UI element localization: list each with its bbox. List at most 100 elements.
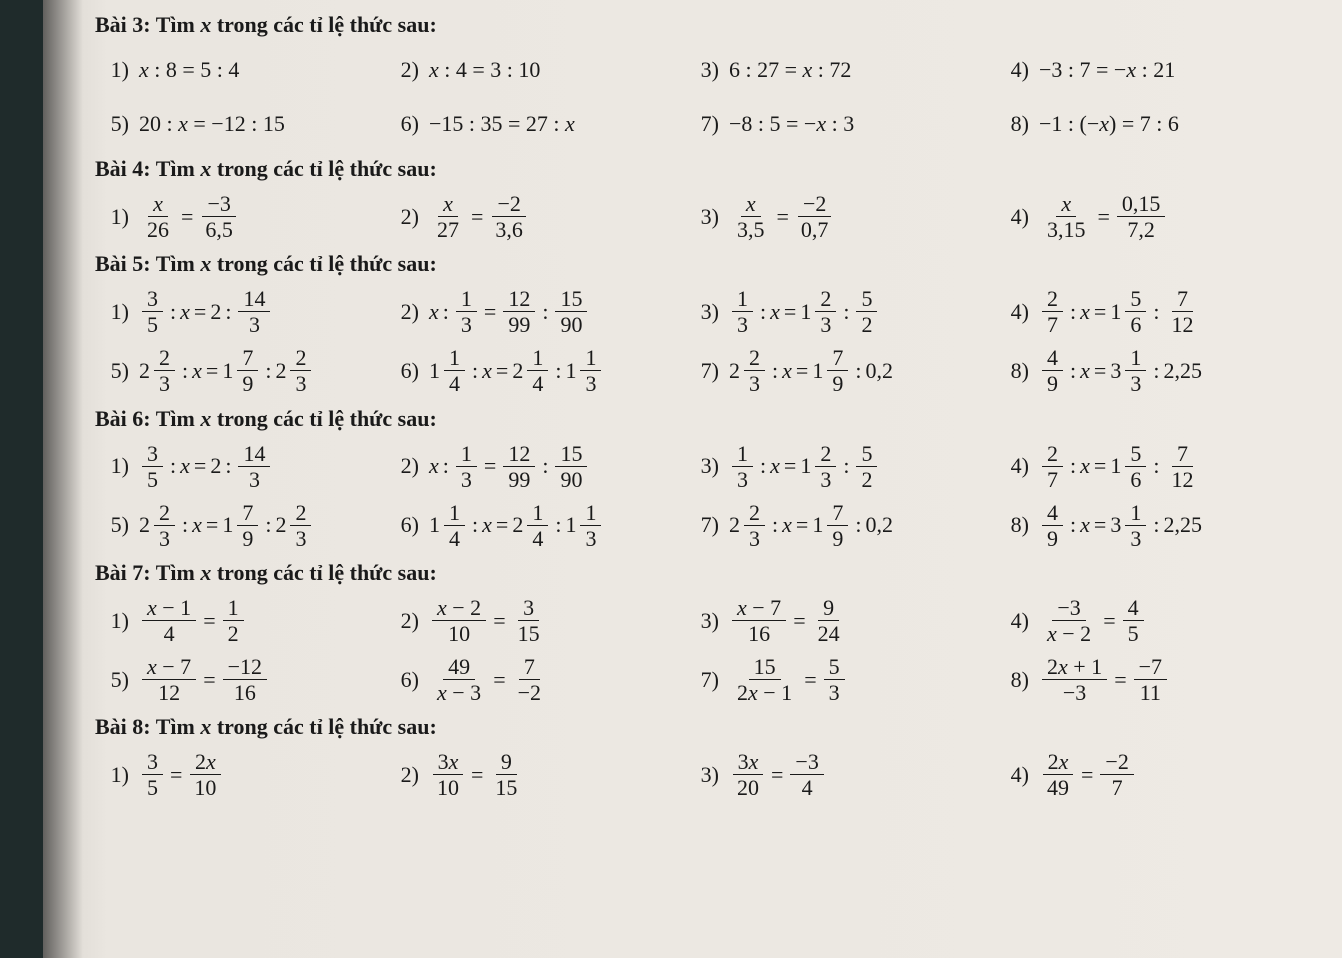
problem-number: 4): [995, 204, 1029, 230]
title-var: x: [200, 251, 211, 276]
title-var: x: [200, 406, 211, 431]
problem-expr: −1 : (−x) = 7 : 6: [1039, 111, 1179, 137]
problem-number: 5): [95, 111, 129, 137]
title-var: x: [200, 714, 211, 739]
section-title-bai4: Bài 4: Tìm x trong các tỉ lệ thức sau:: [95, 156, 437, 182]
problem-number: 2): [385, 608, 419, 634]
problem-cell: 2)x − 210=315: [385, 596, 685, 645]
book-spine-edge: [0, 0, 43, 958]
problem-number: 1): [95, 57, 129, 83]
title-rest: Tìm: [151, 12, 201, 37]
problem-cell: 7)223:x=179:0,2: [685, 501, 995, 550]
section-title-bai3: Bài 3: Tìm x trong các tỉ lệ thức sau:: [95, 12, 437, 38]
problem-row: 1)x26=−36,52)x27=−23,63)x3,5=−20,74)x3,1…: [95, 192, 1315, 241]
problem-cell: 8)49:x=313:2,25: [995, 501, 1295, 550]
section-bai5: Bài 5: Tìm x trong các tỉ lệ thức sau: 1…: [95, 251, 1315, 395]
problem-cell: 5)20 : x = −12 : 15: [95, 111, 385, 137]
problem-row: 5)223:x=179:2236)114:x=214:1137)223:x=17…: [95, 346, 1315, 395]
section-title-bai7: Bài 7: Tìm x trong các tỉ lệ thức sau:: [95, 560, 437, 586]
page-content: Bài 3: Tìm x trong các tỉ lệ thức sau: 1…: [75, 0, 1325, 830]
problem-expr: x : 8 = 5 : 4: [139, 57, 239, 83]
problem-number: 8): [995, 667, 1029, 693]
problem-cell: 7)152x − 1=53: [685, 655, 995, 704]
title-var: x: [200, 560, 211, 585]
problem-row: 5)x − 712=−12166)49x − 3=7−27)152x − 1=5…: [95, 655, 1315, 704]
problem-number: 7): [685, 111, 719, 137]
problem-cell: 1)35=2x10: [95, 750, 385, 799]
problem-number: 2): [385, 762, 419, 788]
section-rows-bai3: 1)x : 8 = 5 : 42)x : 4 = 3 : 103)6 : 27 …: [95, 48, 1315, 146]
problem-expr: −15 : 35 = 27 : x: [429, 111, 575, 137]
problem-row: 1)x − 14=122)x − 210=3153)x − 716=9244)−…: [95, 596, 1315, 645]
problem-expr: 6 : 27 = x : 72: [729, 57, 851, 83]
problem-cell: 1)35:x=2:143: [95, 287, 385, 336]
title-tail: trong các tỉ lệ thức sau:: [211, 251, 436, 276]
section-title-bai8: Bài 8: Tìm x trong các tỉ lệ thức sau:: [95, 714, 437, 740]
title-var: x: [200, 12, 211, 37]
problem-number: 1): [95, 608, 129, 634]
problem-number: 2): [385, 453, 419, 479]
problem-cell: 3)x − 716=924: [685, 596, 995, 645]
title-prefix: Bài 4:: [95, 156, 151, 181]
title-tail: trong các tỉ lệ thức sau:: [211, 156, 436, 181]
section-rows-bai5: 1)35:x=2:1432)x:13=1299:15903)13:x=123:5…: [95, 287, 1315, 395]
problem-cell: 1) x : 8 = 5 : 4: [95, 57, 385, 83]
problem-cell: 1)x26=−36,5: [95, 192, 385, 241]
problem-number: 8): [995, 111, 1029, 137]
problem-number: 6): [385, 667, 419, 693]
problem-cell: 5)223:x=179:223: [95, 501, 385, 550]
problem-cell: 8) −1 : (−x) = 7 : 6: [995, 111, 1295, 137]
section-bai3: Bài 3: Tìm x trong các tỉ lệ thức sau: 1…: [95, 12, 1315, 146]
title-rest: Tìm: [151, 560, 201, 585]
problem-expr: −8 : 5 = −x : 3: [729, 111, 854, 137]
problem-cell: 5)223:x=179:223: [95, 346, 385, 395]
title-rest: Tìm: [151, 251, 201, 276]
title-tail: trong các tỉ lệ thức sau:: [211, 714, 436, 739]
problem-number: 8): [995, 512, 1029, 538]
problem-number: 1): [95, 204, 129, 230]
section-bai8: Bài 8: Tìm x trong các tỉ lệ thức sau: 1…: [95, 714, 1315, 799]
problem-number: 4): [995, 453, 1029, 479]
problem-cell: 1)35:x=2:143: [95, 442, 385, 491]
problem-number: 7): [685, 667, 719, 693]
section-title-bai6: Bài 6: Tìm x trong các tỉ lệ thức sau:: [95, 406, 437, 432]
title-rest: Tìm: [151, 156, 201, 181]
problem-cell: 2)x27=−23,6: [385, 192, 685, 241]
problem-number: 4): [995, 608, 1029, 634]
title-tail: trong các tỉ lệ thức sau:: [211, 560, 436, 585]
problem-number: 5): [95, 667, 129, 693]
problem-cell: 2)x:13=1299:1590: [385, 287, 685, 336]
section-bai7: Bài 7: Tìm x trong các tỉ lệ thức sau: 1…: [95, 560, 1315, 704]
problem-number: 1): [95, 453, 129, 479]
problem-number: 6): [385, 512, 419, 538]
problem-number: 7): [685, 358, 719, 384]
problem-cell: 7) −8 : 5 = −x : 3: [685, 111, 995, 137]
problem-number: 5): [95, 358, 129, 384]
problem-cell: 4)27:x=156:712: [995, 442, 1295, 491]
problem-number: 3): [685, 299, 719, 325]
title-prefix: Bài 6:: [95, 406, 151, 431]
problem-cell: 2)x:13=1299:1590: [385, 442, 685, 491]
problem-cell: 6)114:x=214:113: [385, 346, 685, 395]
problem-cell: 6)114:x=214:113: [385, 501, 685, 550]
problem-number: 1): [95, 762, 129, 788]
problem-cell: 6)49x − 3=7−2: [385, 655, 685, 704]
problem-row: 5)20 : x = −12 : 156)−15 : 35 = 27 : x7)…: [95, 102, 1315, 146]
problem-cell: 3)13:x=123:52: [685, 287, 995, 336]
section-rows-bai7: 1)x − 14=122)x − 210=3153)x − 716=9244)−…: [95, 596, 1315, 704]
title-tail: trong các tỉ lệ thức sau:: [211, 12, 436, 37]
problem-cell: 1)x − 14=12: [95, 596, 385, 645]
problem-row: 1)35:x=2:1432)x:13=1299:15903)13:x=123:5…: [95, 287, 1315, 336]
problem-number: 3): [685, 453, 719, 479]
problem-number: 3): [685, 608, 719, 634]
problem-cell: 6)−15 : 35 = 27 : x: [385, 111, 685, 137]
section-rows-bai4: 1)x26=−36,52)x27=−23,63)x3,5=−20,74)x3,1…: [95, 192, 1315, 241]
problem-number: 4): [995, 57, 1029, 83]
title-prefix: Bài 8:: [95, 714, 151, 739]
problem-row: 5)223:x=179:2236)114:x=214:1137)223:x=17…: [95, 501, 1315, 550]
problem-number: 3): [685, 204, 719, 230]
title-prefix: Bài 3:: [95, 12, 151, 37]
problem-number: 1): [95, 299, 129, 325]
problem-cell: 3)x3,5=−20,7: [685, 192, 995, 241]
problem-cell: 7)223:x=179:0,2: [685, 346, 995, 395]
